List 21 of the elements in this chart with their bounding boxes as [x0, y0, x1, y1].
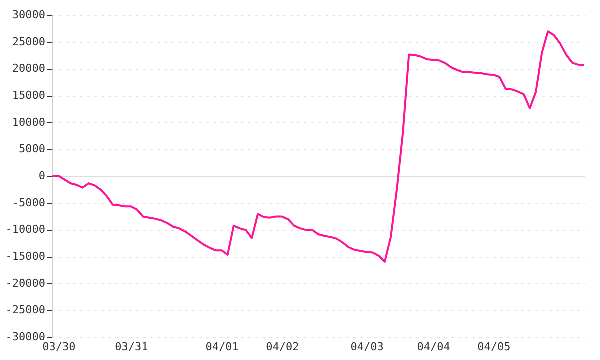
x-tick-label: 04/02 [266, 340, 300, 354]
y-tick-label: 15000 [12, 89, 46, 102]
y-tick-label: 10000 [12, 116, 46, 129]
y-tick-label: -5000 [12, 196, 46, 210]
y-tick-label: 5000 [19, 142, 46, 156]
y-tick-label: 30000 [12, 8, 46, 22]
y-tick-label: -20000 [6, 276, 46, 290]
x-tick-label: 04/01 [206, 340, 239, 354]
y-tick-label: -15000 [6, 250, 46, 263]
y-tick-label: 25000 [12, 35, 46, 48]
y-tick-label: -10000 [6, 223, 46, 236]
x-tick-label: 03/30 [42, 340, 76, 354]
line-series [52, 30, 585, 263]
x-tick-label: 04/04 [417, 340, 451, 354]
y-tick-label: -30000 [6, 330, 46, 344]
x-tick-label: 04/03 [350, 340, 384, 354]
y-tick-label: 20000 [12, 62, 46, 76]
x-tick-label: 04/05 [478, 340, 511, 354]
y-tick-label: 0 [38, 170, 46, 182]
x-tick-label: 03/31 [115, 340, 148, 354]
y-tick-label: -25000 [6, 304, 46, 317]
